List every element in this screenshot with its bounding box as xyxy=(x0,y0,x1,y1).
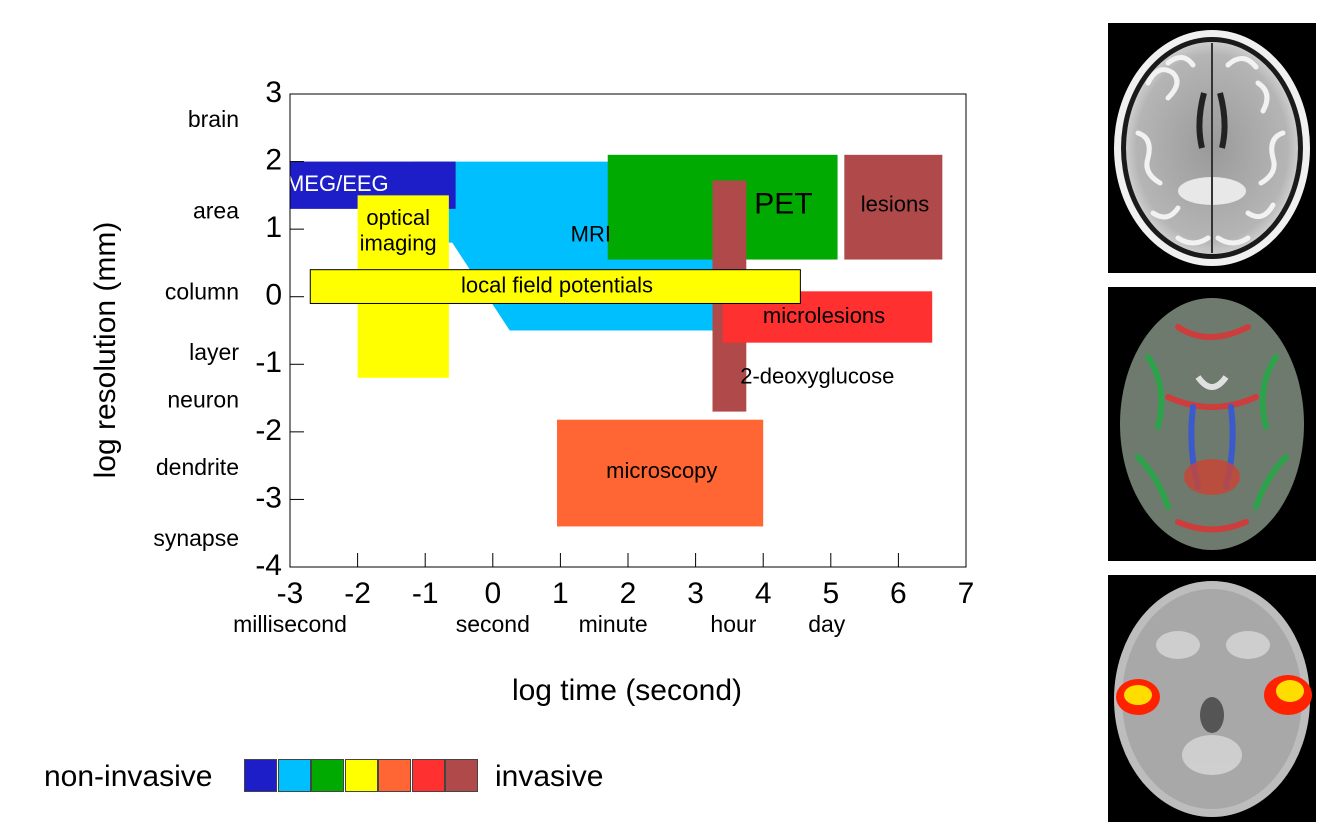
region-labels-layer: MRI PET lesions MEG/EEG optical imaging 2-deox… xyxy=(286,171,929,483)
legend-label-non-invasive: non-invasive xyxy=(44,760,213,793)
legend-swatch xyxy=(244,759,277,792)
region-microscopy-label: microscopy xyxy=(606,458,717,483)
y-tick-label: -4 xyxy=(255,549,282,582)
x-tick-label: 7 xyxy=(958,577,975,610)
region-mri-label: MRI xyxy=(571,222,611,247)
y-tick-label: -2 xyxy=(255,414,282,447)
region-pet-label: PET xyxy=(754,187,812,220)
x-tick-label: -3 xyxy=(277,577,304,610)
region-lesions-label: lesions xyxy=(861,191,929,216)
legend-label-invasive: invasive xyxy=(495,760,604,793)
named-ticks-layer: millisecond second minute hour day brain area c… xyxy=(153,106,845,637)
x-tick-label: -1 xyxy=(412,577,439,610)
region-lesions xyxy=(844,154,943,260)
y-tick-label: -3 xyxy=(255,481,282,514)
x-named-tick-day: day xyxy=(808,611,846,637)
ticks-layer xyxy=(289,93,967,568)
diffusion-mri-image xyxy=(1108,287,1316,561)
x-tick-label: 4 xyxy=(755,577,772,610)
y-named-tick-column: column xyxy=(165,278,239,304)
y-tick-label: 3 xyxy=(265,76,282,109)
x-named-tick-minute: minute xyxy=(579,611,648,637)
region-local-field-potentials xyxy=(309,269,801,304)
y-named-tick-area: area xyxy=(193,197,239,223)
y-named-tick-synapse: synapse xyxy=(153,525,239,551)
x-tick-label: 0 xyxy=(484,577,501,610)
legend-swatch xyxy=(411,759,445,792)
regions-layer xyxy=(290,154,943,527)
resolution-time-chart: MRI PET lesions MEG/EEG optical imaging 2-deox… xyxy=(89,76,974,707)
y-named-tick-dendrite: dendrite xyxy=(156,454,239,480)
region-optical-imaging-label: optical imaging xyxy=(360,205,437,255)
y-tick-label: 0 xyxy=(265,279,282,312)
x-tick-label: 1 xyxy=(552,577,569,610)
x-named-tick-hour: hour xyxy=(710,611,756,637)
y-tick-label: 1 xyxy=(265,211,282,244)
region-microlesions-label: microlesions xyxy=(763,303,885,328)
y-named-tick-brain: brain xyxy=(188,106,239,132)
functional-mri-image xyxy=(1108,575,1316,822)
legend-swatch xyxy=(311,759,344,792)
y-named-tick-neuron: neuron xyxy=(167,387,239,413)
structural-mri-image xyxy=(1108,23,1316,273)
legend-swatch xyxy=(277,759,311,792)
legend-swatch xyxy=(445,759,478,792)
y-tick-label: 2 xyxy=(265,143,282,176)
y-axis-label: log resolution (mm) xyxy=(89,222,122,479)
x-tick-label: 5 xyxy=(822,577,839,610)
x-tick-label: 6 xyxy=(890,577,907,610)
legend-swatch xyxy=(378,759,411,792)
y-named-tick-layer: layer xyxy=(189,339,239,365)
x-named-tick-millisecond: millisecond xyxy=(233,611,347,637)
region-2-deoxyglucose-label: 2-deoxyglucose xyxy=(740,364,894,389)
x-tick-label: -2 xyxy=(344,577,371,610)
region-meg-eeg-label: MEG/EEG xyxy=(286,171,389,196)
x-tick-label: 3 xyxy=(687,577,704,610)
x-tick-label: 2 xyxy=(620,577,637,610)
x-named-tick-second: second xyxy=(456,611,530,637)
y-tick-label: -1 xyxy=(255,346,282,379)
region-local-field-potentials-label: local field potentials xyxy=(461,272,653,297)
legend-swatch xyxy=(344,759,378,792)
region-microscopy xyxy=(557,419,764,527)
x-axis-label: log time (second) xyxy=(512,674,742,707)
